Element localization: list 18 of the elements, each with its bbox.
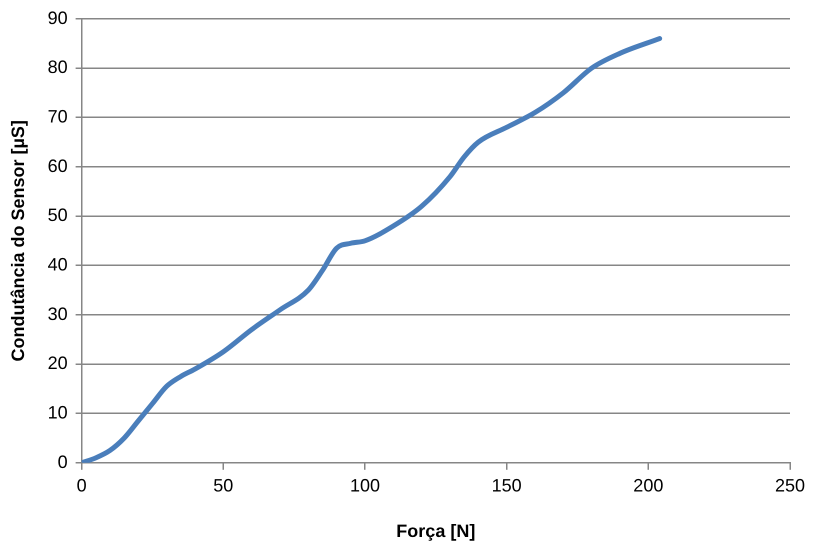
y-tick-label: 50 [48, 205, 68, 226]
y-tick-label: 80 [48, 57, 68, 78]
y-tick-label: 10 [48, 402, 68, 422]
y-tick-label: 30 [48, 304, 68, 324]
y-tick-label: 20 [48, 353, 68, 374]
x-tick-label: 100 [350, 476, 380, 496]
x-tick-label: 250 [774, 476, 806, 496]
y-tick-label: 60 [48, 156, 68, 176]
x-axis-title: Força [N] [396, 521, 476, 542]
x-tick-label: 0 [76, 476, 87, 496]
y-axis-title: Condutância do Sensor [µS] [8, 120, 28, 362]
y-tick-label: 70 [48, 106, 68, 126]
y-tick-label: 90 [48, 8, 68, 28]
x-tick-label: 150 [492, 476, 522, 496]
x-tick-label: 50 [213, 476, 234, 496]
y-tick-label: 40 [48, 254, 68, 274]
x-tick-label: 200 [633, 476, 664, 496]
y-tick-label: 0 [58, 452, 68, 472]
